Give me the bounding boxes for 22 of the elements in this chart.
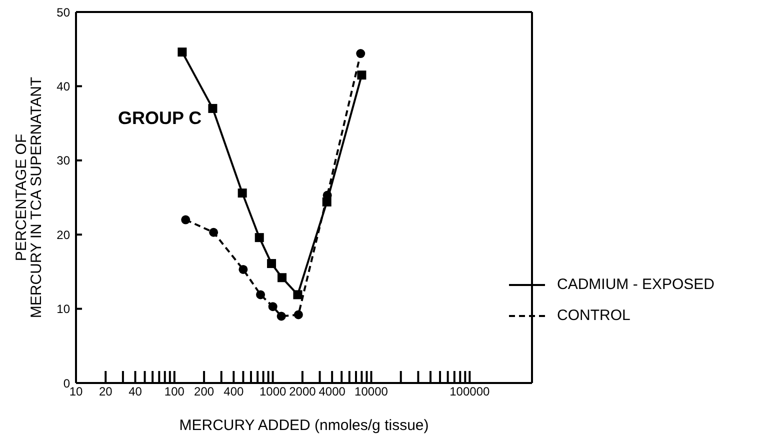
x-tick-label: 100 [164, 384, 185, 399]
x-tick-label: 40 [128, 384, 142, 399]
annotation: GROUP C [118, 108, 202, 129]
y-axis-title: PERCENTAGE OF MERCURY IN TCA SUPERNATANT [13, 76, 45, 318]
y-tick-label: 50 [56, 5, 70, 20]
legend-label: CONTROL [557, 307, 630, 324]
y-tick-label: 30 [56, 154, 70, 168]
y-tick-label: 10 [56, 302, 70, 316]
y-tick-label: 20 [56, 228, 70, 242]
x-tick-label: 10 [69, 384, 83, 399]
legend-label: CADMIUM - EXPOSED [557, 276, 715, 293]
y-tick-label: 0 [63, 376, 70, 390]
x-tick-label: 400 [224, 384, 244, 399]
x-tick-label: 4000 [318, 384, 346, 399]
x-axis-title: MERCURY ADDED (nmoles/g tissue) [179, 417, 429, 434]
x-tick-label: 2000 [289, 384, 316, 399]
x-tick-label: 200 [194, 384, 214, 399]
x-tick-label: 20 [98, 384, 113, 399]
y-tick-label: 40 [56, 79, 70, 94]
x-tick-label: 100000 [450, 384, 490, 399]
x-tick-label: 10000 [354, 384, 388, 399]
x-tick-label: 1000 [259, 384, 286, 399]
